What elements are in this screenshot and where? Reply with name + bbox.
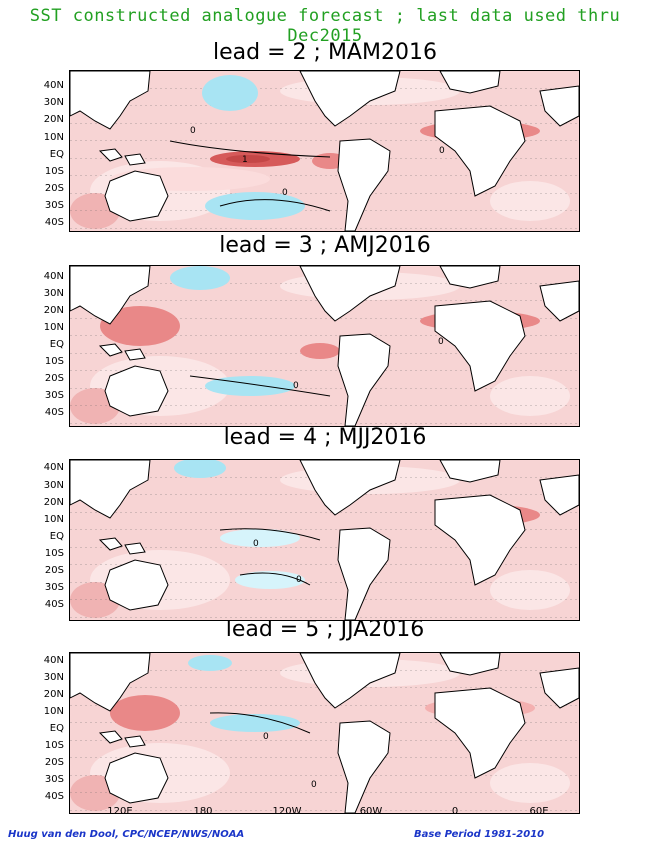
lat-tick-label: 10N [43, 706, 64, 717]
lat-tick-label: 30N [43, 480, 64, 491]
lat-tick-label: 30N [43, 672, 64, 683]
lat-tick-label: 40S [44, 407, 64, 418]
lat-tick-label: 40N [43, 80, 64, 91]
lat-tick-label: 30S [44, 390, 64, 401]
map-panel-lead-2: 1 0 0 0 [69, 70, 580, 232]
lat-tick-label: 10S [44, 166, 64, 177]
contour-label: 0 [190, 126, 196, 136]
lon-tick-label: 180 [193, 806, 213, 817]
lat-tick-label: 40N [43, 462, 64, 473]
map-panel-lead-4: 0 0 [69, 459, 580, 621]
contour-label: 0 [282, 188, 288, 198]
panel-title-lead-3: lead = 3 ; AMJ2016 [219, 233, 431, 258]
lat-tick-label: 40S [44, 217, 64, 228]
lat-tick-label: 20N [43, 305, 64, 316]
lon-tick-label: 120E [107, 806, 133, 817]
lat-tick-label: 10S [44, 548, 64, 559]
lat-tick-label: 10N [43, 322, 64, 333]
lat-tick-label: 20S [44, 757, 64, 768]
contour-label: 0 [296, 575, 302, 585]
lat-tick-label: 30S [44, 200, 64, 211]
panel-title-lead-5: lead = 5 ; JJA2016 [225, 617, 425, 642]
lat-tick-label: 30S [44, 774, 64, 785]
lat-tick-label: 10N [43, 132, 64, 143]
lat-tick-label: 10S [44, 740, 64, 751]
contour-label: 0 [439, 146, 445, 156]
lat-tick-label: 40N [43, 271, 64, 282]
lon-tick-label: 60W [359, 806, 383, 817]
contour-label: 1 [242, 155, 248, 165]
map-panel-lead-5: 0 0 [69, 652, 580, 814]
contour-label: 0 [253, 539, 259, 549]
lat-tick-label: EQ [49, 149, 64, 160]
lat-tick-label: 30N [43, 97, 64, 108]
lat-tick-label: 30S [44, 582, 64, 593]
lat-tick-label: 20N [43, 689, 64, 700]
contour-label: 0 [263, 732, 269, 742]
lat-tick-label: 20S [44, 183, 64, 194]
lat-tick-label: 20N [43, 497, 64, 508]
lat-tick-label: 20S [44, 373, 64, 384]
contour-label: 0 [293, 381, 299, 391]
lat-tick-label: 20S [44, 565, 64, 576]
base-period-text: Base Period 1981-2010 [414, 829, 545, 840]
lon-tick-label: 0 [451, 806, 459, 817]
figure-title: SST constructed analogue forecast ; last… [29, 6, 621, 46]
lon-tick-label: 60E [529, 806, 549, 817]
panel-title-lead-4: lead = 4 ; MJJ2016 [223, 425, 427, 450]
lat-tick-label: 20N [43, 114, 64, 125]
panel-title-lead-2: lead = 2 ; MAM2016 [213, 40, 437, 65]
lat-tick-label: 40S [44, 791, 64, 802]
credit-text: Huug van den Dool, CPC/NCEP/NWS/NOAA [8, 829, 245, 840]
lat-tick-label: EQ [49, 531, 64, 542]
lat-tick-label: 30N [43, 288, 64, 299]
lat-tick-label: 10S [44, 356, 64, 367]
lat-tick-label: 10N [43, 514, 64, 525]
lat-tick-label: 40N [43, 655, 64, 666]
lat-tick-label: EQ [49, 339, 64, 350]
contour-label: 0 [311, 780, 317, 790]
contour-label: 0 [438, 337, 444, 347]
lat-tick-label: EQ [49, 723, 64, 734]
lon-tick-label: 120W [272, 806, 302, 817]
lat-tick-label: 40S [44, 599, 64, 610]
map-panel-lead-3: 0 0 [69, 265, 580, 427]
